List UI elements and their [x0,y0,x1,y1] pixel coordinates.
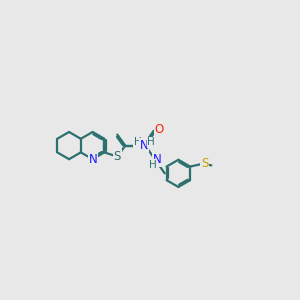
Text: O: O [154,123,164,136]
Text: N: N [140,139,149,152]
Text: H: H [147,137,155,147]
Text: S: S [114,150,121,163]
Text: H: H [134,137,142,147]
Text: S: S [201,157,208,169]
Text: N: N [88,153,97,166]
Text: H: H [149,160,157,170]
Text: N: N [153,153,162,166]
